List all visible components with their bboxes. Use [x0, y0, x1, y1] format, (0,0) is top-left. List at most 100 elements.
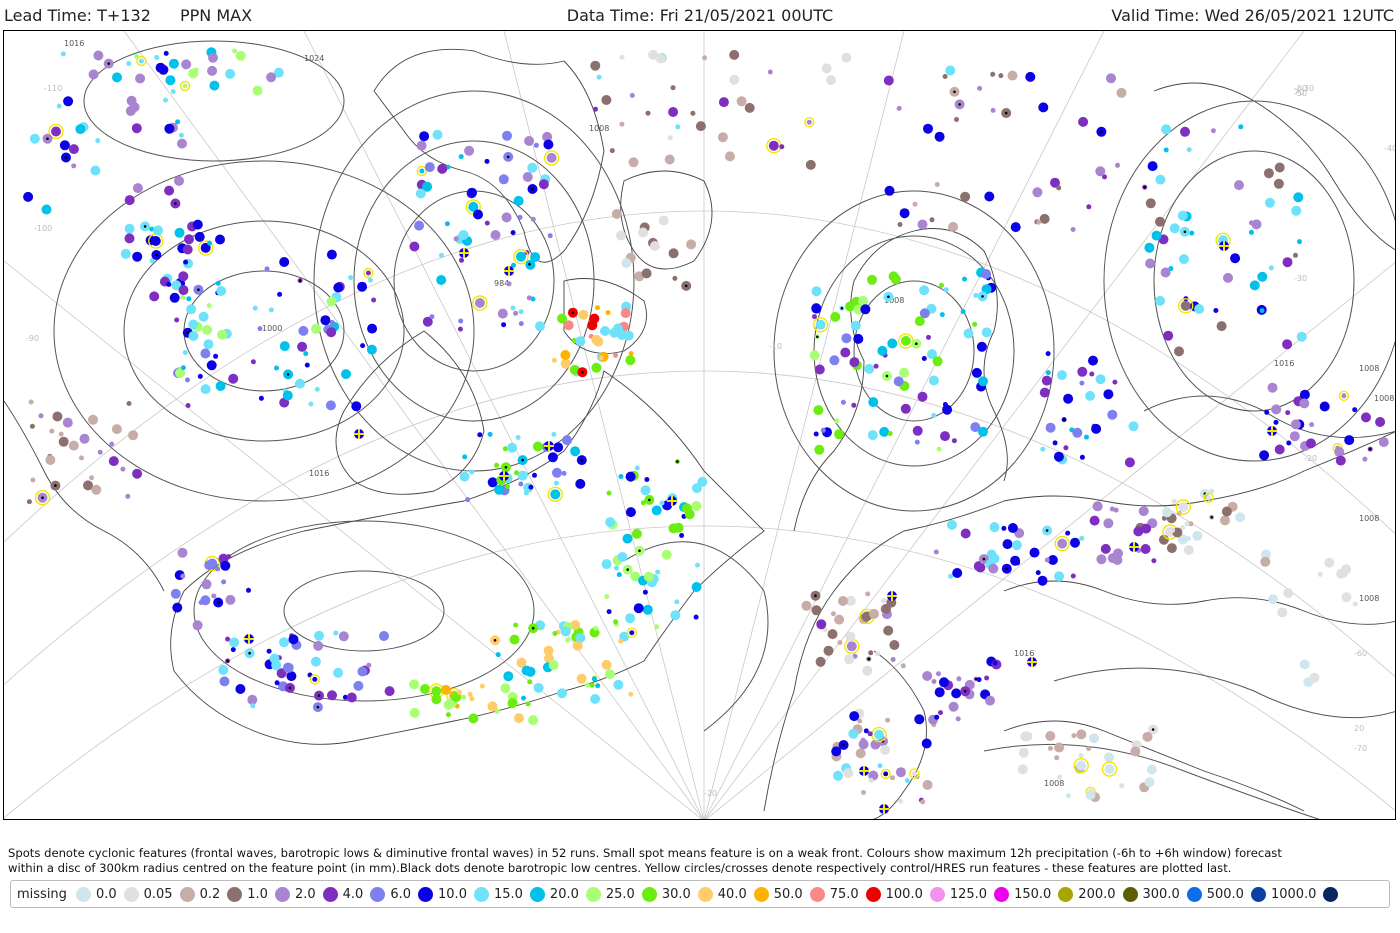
- cyclone-spot: [188, 331, 199, 341]
- cyclone-spot: [1089, 733, 1099, 744]
- cyclone-spot: [487, 477, 498, 488]
- cyclone-spot: [1249, 280, 1260, 291]
- cyclone-spot: [855, 748, 866, 759]
- cyclone-spot: [890, 274, 901, 285]
- cyclone-spot: [1180, 300, 1191, 311]
- barotropic-low-dot: [814, 594, 817, 597]
- cyclone-spot: [838, 596, 848, 606]
- cyclone-spot: [921, 356, 927, 361]
- isobar-label: 1016: [1274, 359, 1294, 368]
- cyclone-spot: [510, 230, 516, 236]
- cyclone-spot: [516, 657, 527, 668]
- cyclone-spot: [264, 266, 270, 272]
- cyclone-spot: [830, 311, 841, 322]
- cyclone-spot: [518, 309, 524, 315]
- cyclone-spot: [29, 133, 40, 144]
- legend-label: 10.0: [438, 886, 467, 902]
- barotropic-low-dot: [174, 202, 177, 205]
- cyclone-spot: [465, 497, 471, 503]
- cyclone-spot: [274, 365, 279, 371]
- cyclone-spot: [988, 563, 999, 574]
- cyclone-spot: [124, 195, 135, 206]
- cyclone-spot: [1268, 265, 1274, 271]
- cyclone-spot: [858, 739, 869, 750]
- legend-swatch: [1323, 886, 1339, 902]
- cyclone-spot: [622, 533, 633, 544]
- cyclone-spot: [185, 403, 191, 408]
- cyclone-spot: [112, 72, 122, 83]
- cyclone-spot: [503, 671, 514, 682]
- cyclone-spot: [513, 622, 519, 628]
- cyclone-spot: [1267, 382, 1278, 393]
- cyclone-spot: [1223, 272, 1233, 283]
- cyclone-spot: [667, 135, 673, 141]
- cyclone-spot: [736, 96, 747, 107]
- cyclone-spot: [303, 351, 309, 357]
- cyclone-spot: [655, 569, 661, 575]
- cyclone-spot: [628, 351, 634, 357]
- cyclone-spot: [578, 309, 589, 320]
- legend-swatch: [529, 886, 545, 902]
- cyclone-spot: [651, 505, 662, 516]
- cyclone-spot: [326, 249, 337, 260]
- cyclone-spot: [1155, 216, 1165, 227]
- cyclone-spot: [1296, 331, 1307, 342]
- cyclone-spot: [1299, 398, 1310, 409]
- control-run-circle: [1073, 757, 1089, 774]
- hres-cross: [887, 591, 897, 601]
- cyclone-spot: [823, 645, 834, 656]
- legend-item: 25.0: [581, 886, 635, 902]
- cyclone-spot: [1145, 258, 1156, 269]
- cyclone-spot: [827, 629, 838, 640]
- barotropic-low-dot: [531, 626, 535, 630]
- cyclone-spot: [837, 640, 843, 645]
- graticule-label: -100: [34, 224, 52, 233]
- lead-time-title: Lead Time: T+132 PPN MAX: [4, 6, 252, 25]
- map-caption: Spots denote cyclonic features (frontal …: [8, 846, 1393, 876]
- cyclone-spot: [831, 746, 842, 757]
- cyclone-spot: [469, 469, 475, 475]
- cyclone-spot: [1264, 409, 1270, 415]
- legend-swatch: [641, 886, 657, 902]
- cyclone-spot: [269, 653, 280, 664]
- legend-label: 300.0: [1142, 886, 1180, 902]
- cyclone-spot: [56, 103, 62, 109]
- cyclone-spot: [919, 285, 930, 296]
- cyclone-spot: [1086, 204, 1092, 210]
- cyclone-spot: [1341, 592, 1352, 603]
- cyclone-spot: [71, 163, 77, 169]
- legend-item: 125.0: [925, 886, 987, 902]
- cyclone-spot: [108, 456, 119, 467]
- hres-cross: [354, 429, 364, 439]
- cyclone-spot: [862, 665, 873, 676]
- cyclone-spot: [1274, 162, 1285, 173]
- cyclone-spot: [874, 729, 884, 740]
- graticule-label: 70: [1294, 88, 1304, 97]
- cyclone-spot: [575, 336, 586, 347]
- cyclone-spot: [484, 220, 490, 226]
- precip-legend: missing 0.0 0.05 0.2 1.0 2.0 4.0 6.0 10.0 15.0 20…: [10, 880, 1390, 908]
- cyclone-spot: [830, 611, 836, 617]
- cyclone-spot: [62, 417, 73, 428]
- cyclone-spot: [124, 223, 135, 234]
- cyclone-spot: [1352, 601, 1358, 607]
- cyclone-spot: [178, 132, 184, 138]
- legend-label: 100.0: [885, 886, 923, 902]
- cyclone-spot: [609, 327, 620, 338]
- cyclone-spot: [1029, 547, 1040, 558]
- cyclone-spot: [97, 449, 103, 455]
- cyclone-spot: [1378, 437, 1389, 448]
- cyclone-spot: [218, 665, 229, 675]
- barotropic-low-dot: [580, 458, 584, 462]
- cyclone-spot: [367, 277, 373, 283]
- cyclone-spot: [990, 107, 996, 113]
- legend-label: 15.0: [493, 886, 523, 902]
- cyclone-spot: [1209, 488, 1215, 494]
- cyclone-spot: [109, 441, 115, 447]
- cyclone-spot: [865, 591, 871, 597]
- cyclone-spot: [357, 281, 368, 292]
- cyclone-spot: [120, 248, 131, 259]
- cyclone-spot: [132, 251, 143, 262]
- cyclone-spot: [506, 281, 512, 287]
- cyclone-spot: [30, 477, 36, 483]
